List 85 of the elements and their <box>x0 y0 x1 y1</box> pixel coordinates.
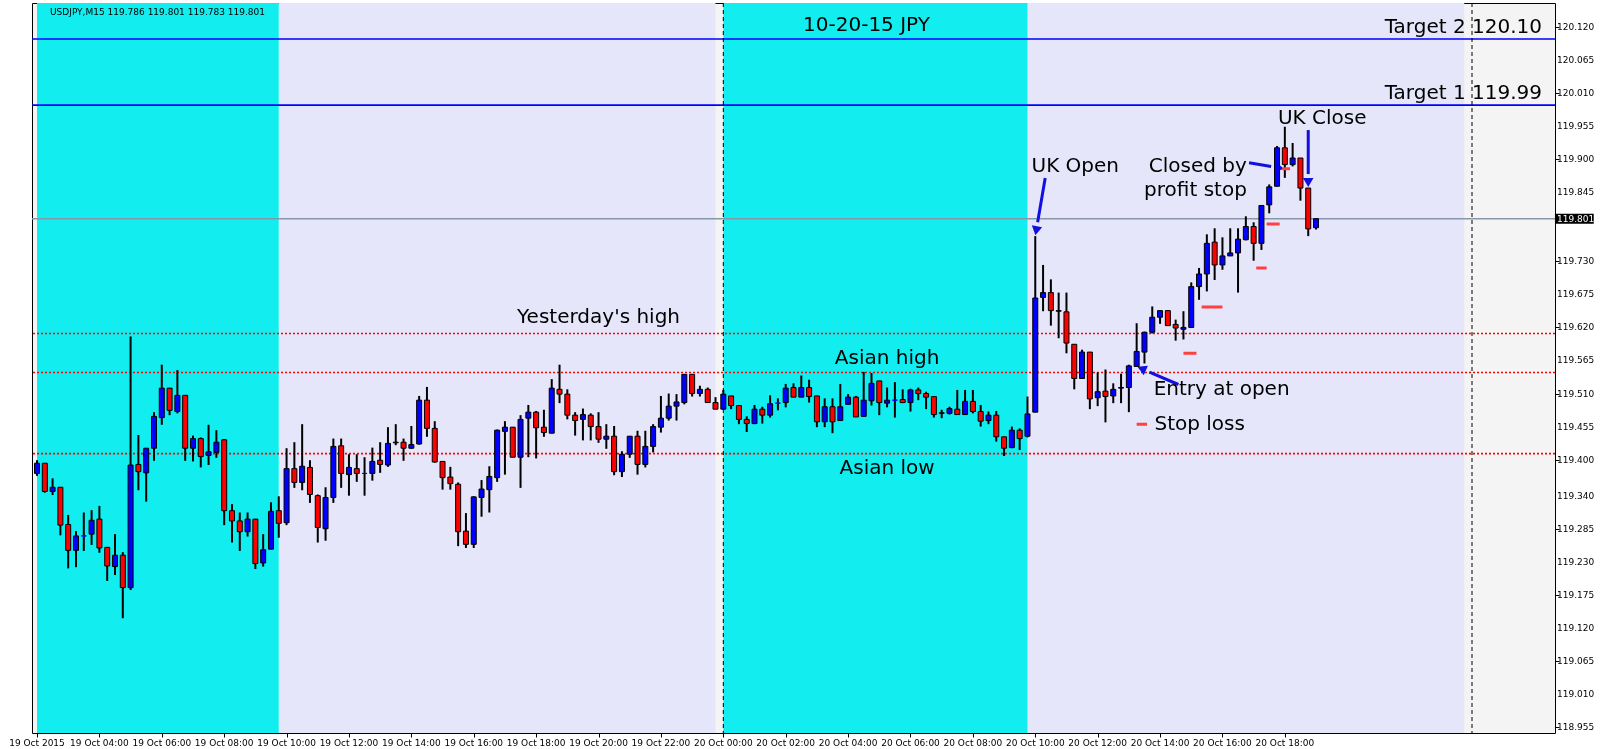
annotation: Asian high <box>834 344 940 369</box>
annotation: UK Close <box>1277 105 1367 130</box>
candlestick <box>540 408 547 438</box>
candlestick <box>618 450 625 479</box>
y-tick-label: 119.065 <box>1557 655 1595 666</box>
candlestick <box>525 403 532 459</box>
x-tick-label: 19 Oct 2015 <box>9 738 65 748</box>
x-tick-label: 19 Oct 10:00 <box>257 738 317 748</box>
x-tick-label: 19 Oct 22:00 <box>631 738 691 748</box>
chart-title: 10-20-15 JPY <box>803 11 931 36</box>
annotation: Stop loss <box>1154 411 1245 436</box>
candlestick <box>767 394 774 419</box>
ref-line-label: 119.801 <box>1556 213 1595 224</box>
x-tick-label: 19 Oct 08:00 <box>194 738 254 748</box>
x-tick-label: 19 Oct 12:00 <box>319 738 379 748</box>
x-tick-label: 19 Oct 14:00 <box>382 738 441 748</box>
candlestick <box>657 394 664 434</box>
y-tick-label: 119.565 <box>1557 355 1595 366</box>
y-tick-label: 118.955 <box>1557 721 1595 732</box>
candlestick <box>1125 363 1132 414</box>
y-tick-label: 119.455 <box>1557 421 1595 432</box>
y-tick-label: 119.900 <box>1557 154 1595 165</box>
annotation: Yesterday's high <box>516 304 681 329</box>
y-tick-label: 119.400 <box>1557 454 1595 465</box>
candlestick <box>80 511 87 552</box>
x-tick-label: 20 Oct 04:00 <box>818 738 878 748</box>
candlestick <box>962 388 969 416</box>
y-tick-label: 119.230 <box>1557 556 1595 567</box>
y-tick-label: 119.120 <box>1557 622 1595 633</box>
candlestick <box>345 453 352 497</box>
x-tick-label: 20 Oct 10:00 <box>1005 738 1065 748</box>
candlestick <box>189 434 196 463</box>
candlestick <box>228 503 235 544</box>
y-tick-label: 119.010 <box>1557 688 1595 699</box>
x-tick-label: 20 Oct 12:00 <box>1068 738 1128 748</box>
x-tick-label: 20 Oct 00:00 <box>693 738 753 748</box>
candlestick <box>1118 372 1125 405</box>
ref-line-label: Target 2 120.10 <box>1383 14 1542 39</box>
x-tick-label: 20 Oct 16:00 <box>1193 738 1253 748</box>
x-tick-label: 20 Oct 18:00 <box>1255 738 1315 748</box>
candlestick <box>572 411 579 437</box>
x-tick-label: 19 Oct 06:00 <box>132 738 192 748</box>
annotation: USDJPY,M15 119.786 119.801 119.783 119.801 <box>50 7 266 17</box>
x-tick-label: 20 Oct 06:00 <box>881 738 941 748</box>
y-tick-label: 120.120 <box>1557 22 1595 33</box>
x-tick-label: 20 Oct 02:00 <box>756 738 816 748</box>
y-tick-label: 119.510 <box>1557 388 1595 399</box>
candlestick <box>1196 266 1203 301</box>
x-tick-label: 19 Oct 16:00 <box>444 738 504 748</box>
candlestick <box>806 378 813 404</box>
candlestick <box>1235 227 1242 294</box>
candlestick <box>969 388 976 415</box>
candlestick <box>579 407 586 442</box>
candlestick <box>650 423 657 454</box>
candlestick <box>884 386 891 409</box>
annotation: Entry at open <box>1153 376 1290 401</box>
annotation: Closed by profit stop <box>1144 152 1247 201</box>
candlestick <box>501 420 508 476</box>
y-tick-label: 119.955 <box>1557 121 1595 132</box>
x-tick-label: 19 Oct 18:00 <box>506 738 566 748</box>
candlestick <box>735 404 742 426</box>
y-tick-label: 120.010 <box>1557 88 1595 99</box>
y-tick-label: 119.285 <box>1557 523 1595 534</box>
candlestick <box>462 512 469 549</box>
ref-line-label: Target 1 119.99 <box>1383 80 1542 105</box>
x-tick-label: 20 Oct 08:00 <box>943 738 1003 748</box>
candlestick <box>891 381 898 419</box>
candlestick <box>72 530 79 569</box>
candlestick <box>1047 278 1054 327</box>
y-tick-label: 119.175 <box>1557 589 1595 600</box>
y-tick-label: 119.620 <box>1557 322 1595 333</box>
x-tick-label: 19 Oct 04:00 <box>70 738 129 748</box>
annotation: Asian low <box>839 454 935 479</box>
candlestick <box>1040 263 1047 313</box>
candlestick <box>111 533 118 576</box>
y-tick-label: 120.065 <box>1557 55 1595 66</box>
candlestick <box>384 426 391 468</box>
y-tick-label: 119.675 <box>1557 289 1595 300</box>
annotation: UK Open <box>1031 153 1120 178</box>
y-tick-label: 119.730 <box>1557 256 1595 267</box>
y-tick-label: 119.340 <box>1557 490 1595 501</box>
x-tick-label: 19 Oct 20:00 <box>569 738 629 748</box>
x-tick-label: 20 Oct 14:00 <box>1130 738 1190 748</box>
y-tick-label: 119.845 <box>1557 187 1595 198</box>
candlestick <box>930 395 937 419</box>
